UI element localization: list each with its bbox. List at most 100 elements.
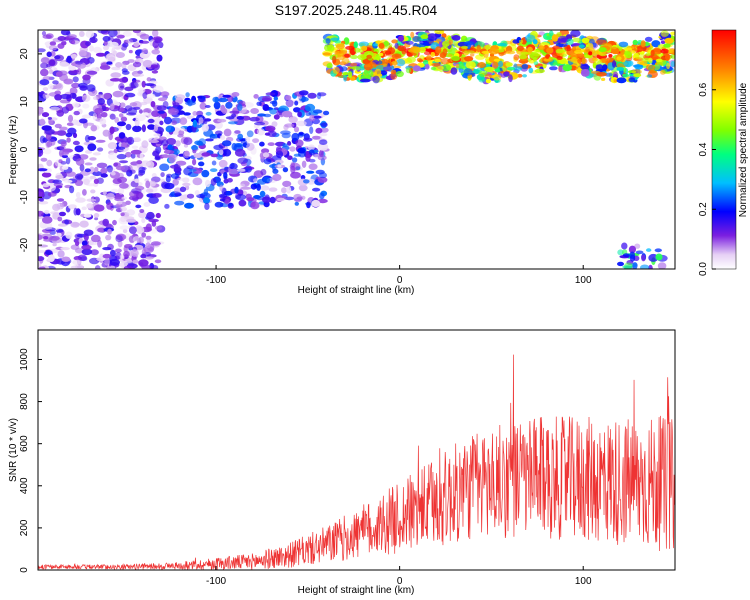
spectrogram-cell: [47, 254, 55, 262]
spectrogram-cell: [273, 114, 280, 120]
spectrogram-cell: [58, 211, 66, 217]
spectrogram-cell: [193, 152, 202, 159]
spectrogram-cell: [78, 50, 87, 57]
spectrogram-cell: [121, 142, 127, 148]
spectrogram-cell: [54, 123, 62, 129]
spectrogram-cell: [234, 130, 241, 134]
spectrogram-cell: [431, 62, 441, 67]
spectrogram-cell: [42, 183, 50, 188]
spectrogram-cell: [48, 69, 54, 75]
spectrogram-cell: [460, 45, 469, 50]
spectrogram-cell: [281, 187, 287, 194]
spectrogram-cell: [336, 50, 345, 57]
spectrogram-cell: [508, 74, 513, 83]
spectrogram-cell: [204, 118, 212, 122]
spectrogram-cell: [155, 212, 161, 219]
spectrogram-cell: [44, 209, 50, 215]
spectrogram-cell: [556, 56, 563, 60]
spectrogram-cell: [198, 117, 204, 124]
spectrogram-cell: [312, 187, 321, 192]
spectrogram-cell: [139, 209, 145, 213]
spectrogram-cell: [148, 218, 159, 223]
spectrogram-cell: [59, 203, 64, 208]
spectrogram-cell: [111, 47, 116, 55]
spectrogram-cell: [92, 112, 98, 121]
spectrogram-cell: [562, 64, 572, 72]
spectrogram-cell: [203, 197, 210, 204]
spectrogram-cell: [38, 262, 42, 268]
spectrogram-cell: [153, 133, 161, 137]
spectrogram-cell: [312, 109, 323, 114]
spectrogram-cell: [326, 62, 333, 69]
spectrogram-cell: [405, 40, 414, 45]
spectrogram-cell: [57, 43, 65, 49]
spectrogram-cell: [518, 39, 524, 44]
spectrogram-cell: [516, 45, 524, 51]
spectrogram-cell: [299, 90, 309, 96]
spectrogram-cell: [442, 40, 450, 47]
spectrogram-cell: [237, 103, 243, 111]
spectrogram-cell: [115, 235, 123, 243]
spectrogram-cell: [319, 139, 328, 145]
spectrogram-cell: [246, 197, 255, 202]
spectrogram-cell: [126, 209, 136, 216]
spectrogram-cell: [65, 231, 73, 239]
spectrogram-cell: [630, 50, 636, 54]
spectrogram-cell: [588, 51, 593, 56]
spectrogram-cell: [205, 138, 214, 142]
spectrogram-cell: [648, 70, 657, 74]
spectrogram-cell: [92, 152, 101, 156]
spectrogram-cell: [663, 43, 671, 48]
spectrogram-cell: [548, 30, 554, 37]
spectrogram-cell: [154, 156, 161, 161]
spectrogram-cell: [148, 139, 159, 143]
spectrogram-cell: [616, 67, 625, 71]
spectrogram-cell: [238, 199, 247, 207]
spectrogram-cell: [38, 250, 46, 253]
spectrogram-cell: [271, 121, 278, 127]
spectrogram-cell: [74, 145, 84, 153]
snr-y-label: SNR (10 * v/v): [8, 418, 19, 482]
spectrogram-cell: [363, 69, 369, 75]
spectrogram-cell: [85, 41, 91, 47]
spectrogram-cell: [176, 177, 186, 181]
spectrogram-cell: [391, 60, 398, 66]
colorbar-ticks: 0.0 0.2 0.4 0.6: [698, 82, 716, 276]
spectrogram-cell: [93, 204, 105, 212]
spectrogram-cell: [55, 71, 63, 78]
spectrogram-cell: [71, 82, 81, 89]
spectrogram-cell: [55, 83, 62, 89]
spectrogram-cell: [121, 63, 127, 70]
spectrogram-cell: [296, 120, 307, 127]
spectrogram-cell: [54, 55, 61, 60]
spectrogram-cell: [73, 207, 78, 216]
spectrogram-cell: [141, 48, 149, 54]
spectrogram-cell: [114, 117, 120, 123]
spectrogram-cell: [156, 105, 167, 111]
spectrogram-cell: [319, 133, 328, 137]
spectrogram-cell: [120, 216, 127, 223]
spectrogram-cell: [220, 104, 226, 113]
spectrogram-cell: [141, 140, 149, 149]
colorbar-tick-label: 0.0: [698, 262, 709, 276]
spectrogram-cell: [58, 149, 64, 157]
spectrogram-cell: [47, 58, 58, 67]
spectrogram-cell: [41, 125, 52, 131]
spectrogram-cell: [105, 234, 112, 241]
spectrogram-cell: [79, 85, 88, 91]
spectrogram-cell: [405, 67, 412, 74]
spectrogram-cell: [192, 158, 197, 166]
spectrogram-cell: [90, 249, 99, 256]
spectrogram-cell: [74, 179, 84, 186]
spectrogram-cell: [73, 110, 80, 116]
spectrogram-cell: [331, 55, 337, 64]
spectrogram-cell: [261, 148, 270, 154]
snr-x-ticks: -100 0 100: [206, 566, 592, 587]
spectrogram-y-tick-label: -10: [19, 190, 30, 205]
spectrogram-cell: [272, 100, 278, 107]
spectrogram-cell: [557, 35, 568, 44]
spectrogram-cell: [79, 220, 89, 228]
spectrogram-cell: [154, 225, 163, 231]
spectrogram-cell: [282, 167, 289, 173]
spectrogram-cell: [135, 204, 142, 209]
